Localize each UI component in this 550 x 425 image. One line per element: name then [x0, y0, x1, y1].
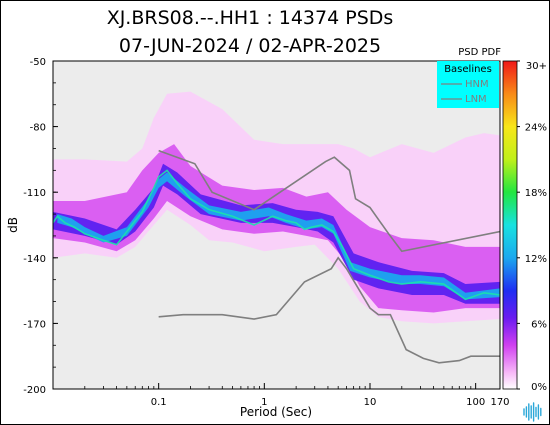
chart-title-line2: 07-JUN-2024 / 02-APR-2025 [118, 35, 382, 57]
colorbar-tick-label: 30+ [526, 61, 547, 72]
baseline-hnm [158, 149, 500, 253]
y-tick-label: -200 [23, 385, 46, 396]
colorbar-tick-label: 12% [525, 254, 547, 265]
baselines-legend: Baselines HNM LNM [437, 61, 499, 108]
colorbar-title: PSD PDF [458, 47, 501, 58]
waveform-logo-icon [523, 402, 542, 422]
baseline-layer [158, 149, 500, 364]
colorbar-tick-label: 18% [525, 188, 547, 199]
x-tick-label: 10 [364, 397, 377, 408]
pdf-region-3 [53, 163, 500, 304]
colorbar-tick-label: 6% [531, 319, 547, 330]
x-tick-label: 1 [261, 397, 267, 408]
baseline-lnm [158, 256, 500, 364]
chart-title-line1: XJ.BRS08.--.HH1 : 14374 PSDs [106, 7, 394, 29]
colorbar-tick-label: 24% [525, 123, 547, 134]
x-tick-label: 100 [466, 397, 485, 408]
y-axis-label: dB [6, 217, 20, 233]
colorbar [502, 60, 518, 390]
y-tick-label: -80 [30, 123, 46, 134]
y-tick-label: -50 [30, 57, 46, 68]
legend-title: Baselines [444, 64, 492, 75]
x-tick-label: 0.1 [151, 397, 167, 408]
median-curve [53, 169, 500, 301]
y-tick-label: -110 [23, 188, 46, 199]
legend-lnm-label: LNM [465, 94, 487, 105]
y-tick-label: -170 [23, 319, 46, 330]
colorbar-tick-label: 0% [531, 382, 547, 393]
axes: -50 -80 -110 -140 -170 -200 0.1 1 10 100 170 [23, 57, 509, 408]
plot-border [52, 60, 501, 390]
pdf-region-4 [57, 172, 500, 300]
pdf-density-layer [53, 91, 500, 324]
x-axis-label: Period (Sec) [240, 405, 312, 419]
y-tick-label: -140 [23, 254, 46, 265]
legend-hnm-label: HNM [465, 79, 489, 90]
x-tick-label: 170 [490, 397, 509, 408]
median-layer [53, 169, 500, 301]
colorbar-ticks: 30+ 24% 18% 12% 6% 0% [517, 60, 547, 393]
